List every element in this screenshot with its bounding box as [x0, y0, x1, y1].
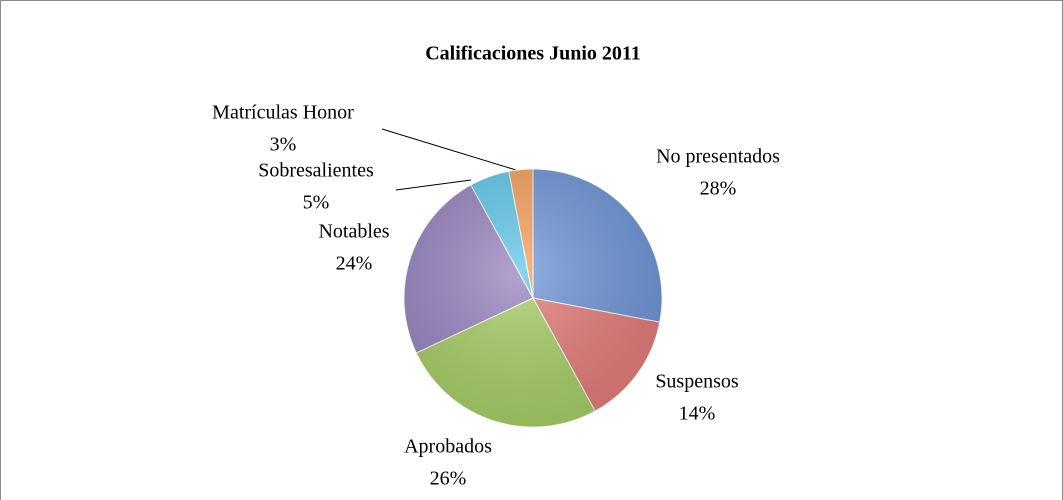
- slice-label: Aprobados: [404, 436, 492, 458]
- leader-line: [381, 128, 517, 171]
- slice-label: Matrículas Honor: [212, 102, 354, 124]
- slice-label: Notables: [318, 221, 389, 243]
- slice-value-label: 26%: [430, 468, 467, 490]
- slice-label: No presentados: [656, 146, 780, 168]
- slice-value-label: 14%: [679, 403, 716, 425]
- slice-value-label: 5%: [303, 192, 330, 214]
- slice-value-label: 28%: [700, 178, 737, 200]
- slice-value-label: 24%: [336, 253, 373, 275]
- slice-value-label: 3%: [270, 134, 297, 156]
- chart-title: Calificaciones Junio 2011: [425, 43, 641, 65]
- slice-label: Suspensos: [655, 371, 739, 393]
- slice-label: Sobresalientes: [258, 160, 374, 182]
